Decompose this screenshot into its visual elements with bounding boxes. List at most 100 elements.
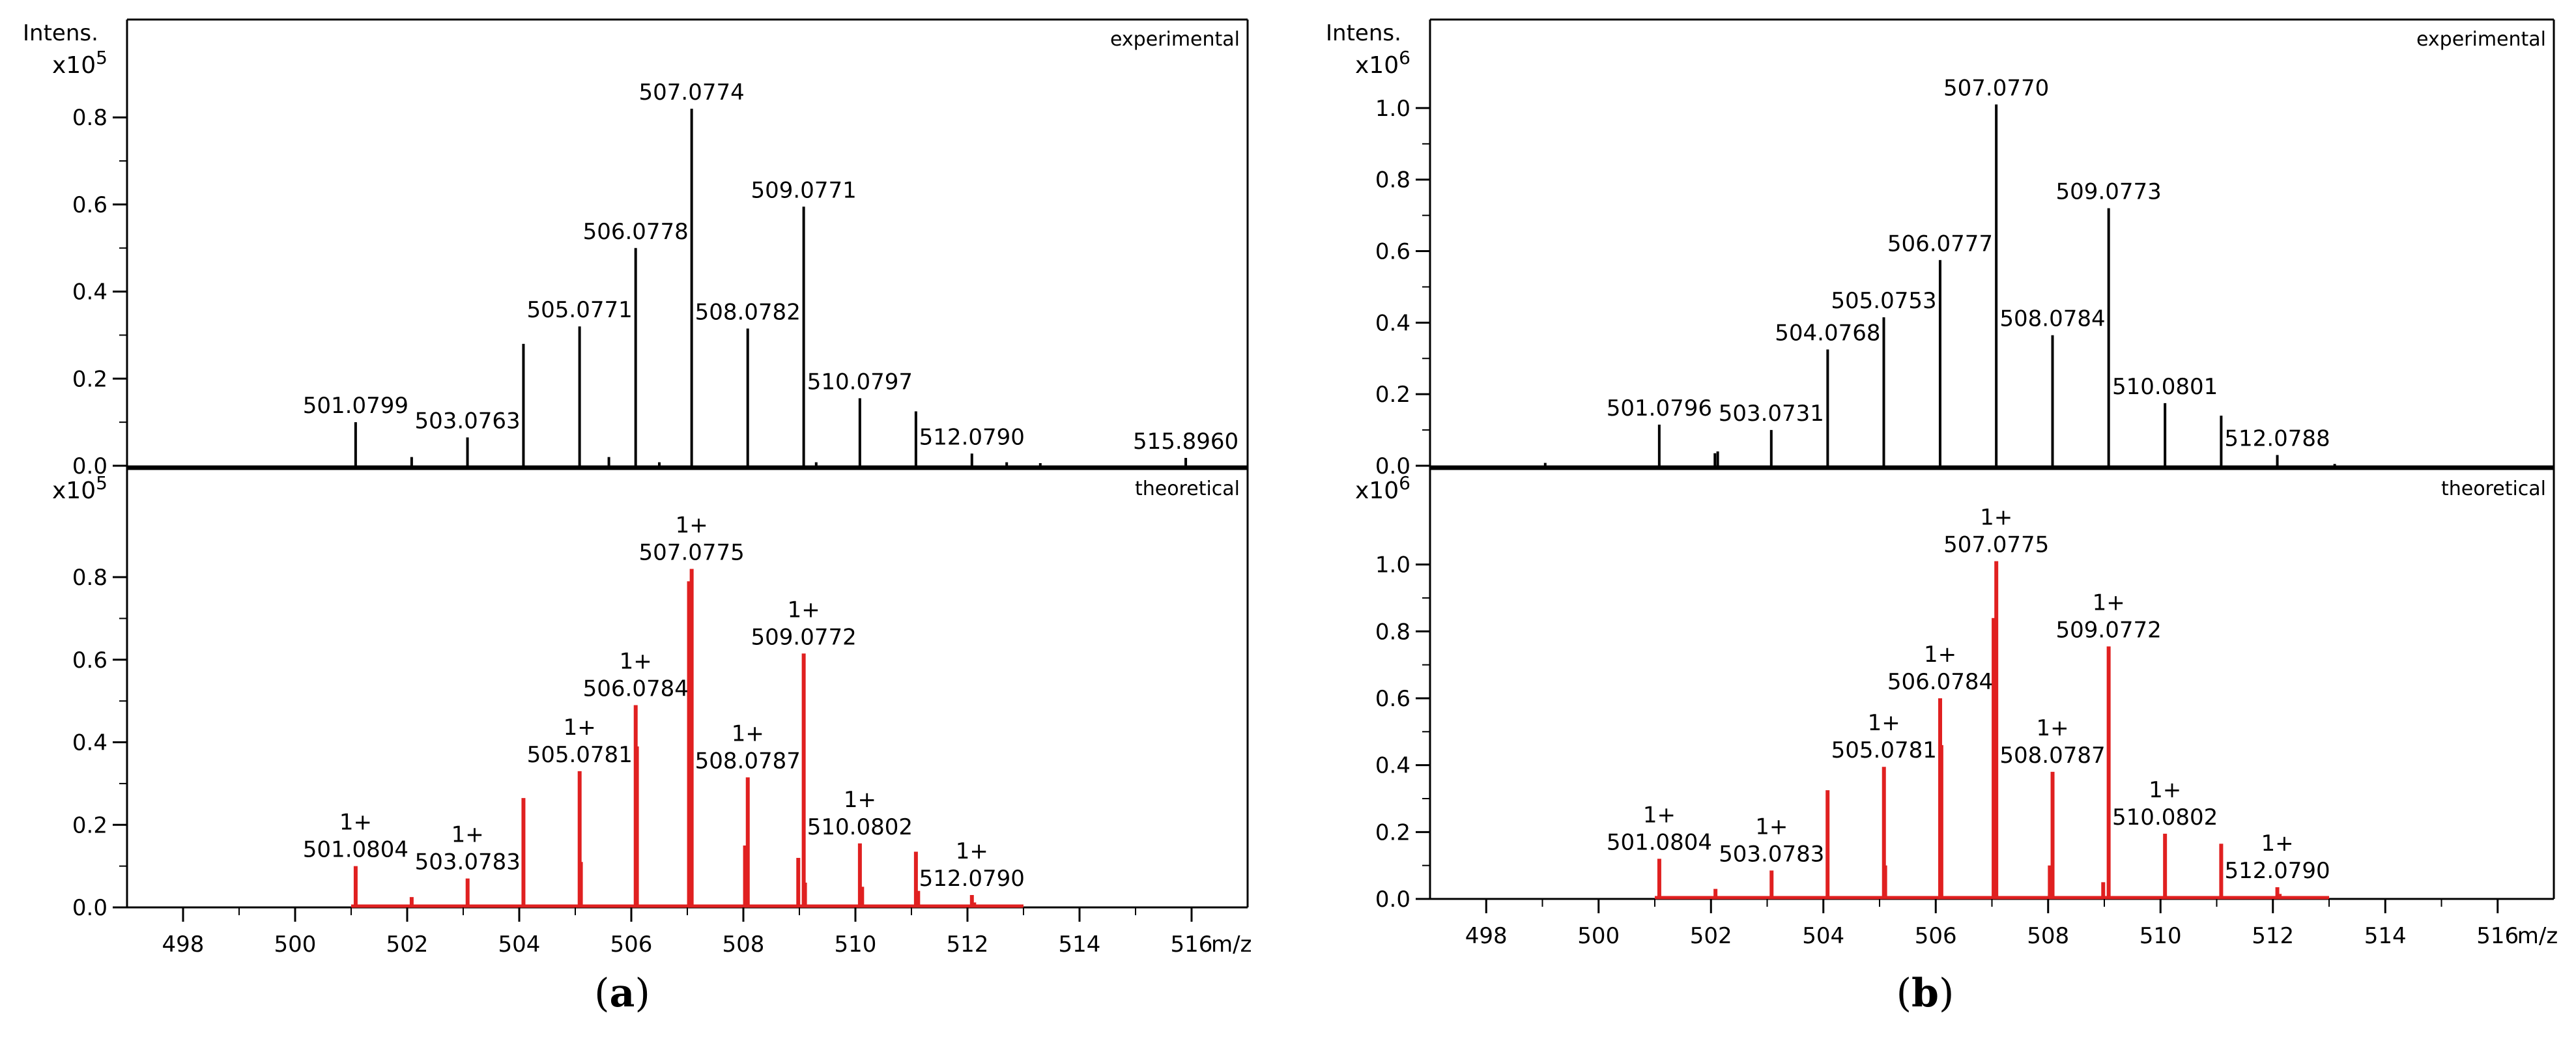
charge-label: 1+ <box>1924 642 1956 668</box>
panel-caption: (a) <box>594 971 650 1016</box>
charge-label: 1+ <box>1980 504 2012 530</box>
charge-label: 1+ <box>732 720 764 746</box>
scale-label-theoretical: x105 <box>52 472 107 504</box>
charge-label: 1+ <box>844 787 876 813</box>
experimental-peak-label: 505.0771 <box>527 297 633 323</box>
experimental-peak-label: 509.0771 <box>751 177 857 203</box>
y-tick-label: 0.6 <box>1375 239 1410 265</box>
scale-label-experimental: x106 <box>1355 47 1410 79</box>
experimental-title: experimental <box>1110 28 1240 51</box>
theoretical-peak-label: 510.0802 <box>807 814 913 840</box>
experimental-peak-label: 508.0782 <box>695 299 801 325</box>
experimental-peak-label: 512.0790 <box>919 424 1025 450</box>
x-tick-label: 510 <box>835 931 877 958</box>
experimental-peak-label: 503.0763 <box>414 408 520 434</box>
y-tick-label: 0.6 <box>72 192 107 218</box>
charge-label: 1+ <box>339 810 372 836</box>
theoretical-peak-label: 510.0802 <box>2112 804 2218 831</box>
x-tick-label: 514 <box>1059 931 1101 958</box>
y-tick-label: 0.6 <box>1375 686 1410 712</box>
spectrum-panel-a: Intens. experimentalx1050.00.20.40.60.850… <box>23 18 1252 1016</box>
x-tick-label: 498 <box>162 931 205 958</box>
experimental-peak-label: 504.0768 <box>1775 320 1880 347</box>
theoretical-peak-label: 505.0781 <box>527 742 633 768</box>
x-axis-label: m/z <box>2517 923 2558 949</box>
y-tick-label: 1.0 <box>1375 552 1410 578</box>
x-tick-label: 512 <box>947 931 989 958</box>
theoretical-title: theoretical <box>2441 477 2546 500</box>
y-tick-label: 1.0 <box>1375 96 1410 122</box>
theoretical-peak-label: 507.0775 <box>1943 532 2049 558</box>
scale-label-experimental: x105 <box>52 47 107 79</box>
experimental-peak-label: 503.0731 <box>1719 401 1824 427</box>
experimental-peak-label: 505.0753 <box>1831 288 1936 314</box>
x-tick-label: 504 <box>1802 923 1844 949</box>
theoretical-peak-label: 503.0783 <box>1719 841 1824 867</box>
experimental-peak-label: 501.0799 <box>303 393 408 419</box>
charge-label: 1+ <box>2093 590 2125 616</box>
experimental-peak-label: 509.0773 <box>2056 179 2162 205</box>
x-tick-label: 508 <box>723 931 765 958</box>
theoretical-peak-label: 501.0804 <box>303 837 408 863</box>
intensity-label: Intens. <box>1326 20 1401 46</box>
x-tick-label: 510 <box>2140 923 2182 949</box>
theoretical-peak-label: 501.0804 <box>1607 829 1712 855</box>
intensity-label: Intens. <box>23 20 98 46</box>
scale-label-theoretical: x106 <box>1355 472 1410 504</box>
theoretical-peak-label: 508.0787 <box>1999 743 2105 769</box>
theoretical-title: theoretical <box>1135 477 1240 500</box>
theoretical-peak-label: 507.0775 <box>639 539 745 565</box>
theoretical-peak-label: 509.0772 <box>2056 617 2162 643</box>
x-axis-label: m/z <box>1211 931 1252 958</box>
theoretical-peak-label: 509.0772 <box>751 624 857 650</box>
y-tick-label: 0.0 <box>1375 887 1410 913</box>
y-tick-label: 0.2 <box>1375 382 1410 408</box>
scale-exponent: 6 <box>1399 472 1410 494</box>
scale-base: x10 <box>1355 477 1399 504</box>
x-tick-label: 516 <box>2476 923 2519 949</box>
scale-base: x10 <box>52 52 96 79</box>
experimental-peak-label: 506.0778 <box>583 219 689 245</box>
charge-label: 1+ <box>2036 715 2068 741</box>
y-tick-label: 0.4 <box>1375 310 1410 336</box>
caption-close-paren: ) <box>1939 971 1954 1016</box>
scale-base: x10 <box>52 477 96 504</box>
theoretical-peak-label: 506.0784 <box>1887 669 1993 695</box>
charge-label: 1+ <box>956 838 988 864</box>
y-tick-label: 0.4 <box>1375 753 1410 779</box>
experimental-peak-label: 506.0777 <box>1887 231 1993 257</box>
charge-label: 1+ <box>1755 814 1788 840</box>
experimental-peak-label: 510.0801 <box>2112 374 2218 400</box>
y-tick-label: 0.8 <box>1375 167 1410 193</box>
spectrum-panel-b: Intens. experimentalx1060.00.20.40.60.81.… <box>1326 18 2558 1016</box>
theoretical-peak-label: 505.0781 <box>1831 737 1937 763</box>
charge-label: 1+ <box>1643 802 1676 828</box>
experimental-title: experimental <box>2416 28 2546 51</box>
y-tick-label: 0.2 <box>72 812 107 838</box>
caption-close-paren: ) <box>635 971 650 1016</box>
charge-label: 1+ <box>2149 777 2181 803</box>
x-tick-label: 512 <box>2252 923 2294 949</box>
charge-label: 1+ <box>564 715 596 741</box>
charge-label: 1+ <box>620 648 652 674</box>
experimental-peak-label: 512.0788 <box>2224 426 2330 452</box>
x-tick-label: 504 <box>498 931 541 958</box>
theoretical-peak-label: 503.0783 <box>415 849 521 875</box>
x-tick-label: 514 <box>2364 923 2407 949</box>
x-tick-label: 502 <box>1690 923 1732 949</box>
caption-letter: a <box>610 971 635 1016</box>
x-tick-label: 516 <box>1171 931 1213 958</box>
scale-exponent: 5 <box>96 472 107 494</box>
y-tick-label: 0.4 <box>72 279 107 306</box>
x-tick-label: 500 <box>1577 923 1620 949</box>
theoretical-peak-label: 512.0790 <box>919 866 1025 892</box>
y-tick-label: 0.0 <box>72 895 107 921</box>
charge-label: 1+ <box>2261 831 2294 857</box>
theoretical-peak-label: 508.0787 <box>695 748 801 774</box>
charge-label: 1+ <box>451 822 484 848</box>
scale-base: x10 <box>1355 52 1399 79</box>
x-tick-label: 506 <box>610 931 653 958</box>
x-tick-label: 500 <box>274 931 317 958</box>
y-tick-label: 0.8 <box>72 565 107 591</box>
